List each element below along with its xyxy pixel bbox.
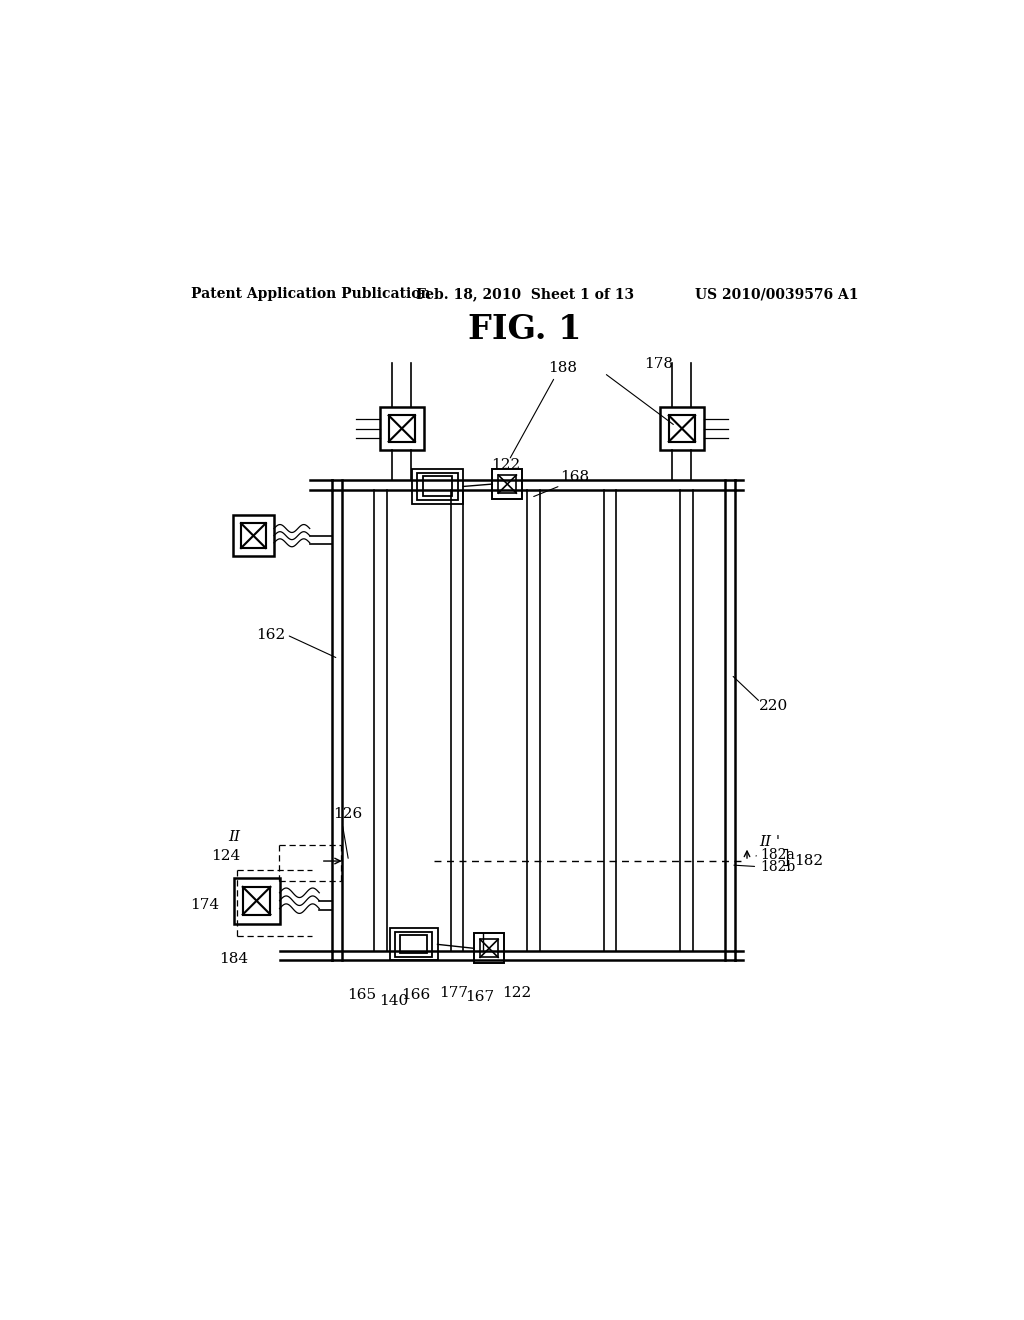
Bar	[480, 940, 498, 957]
Bar	[660, 407, 703, 450]
Text: 182a: 182a	[761, 847, 796, 862]
Text: 122: 122	[502, 986, 531, 999]
Text: 140: 140	[379, 994, 409, 1007]
Text: FIG. 1: FIG. 1	[468, 313, 582, 346]
Text: 178: 178	[644, 356, 673, 371]
Text: 182: 182	[795, 854, 823, 869]
Text: 184: 184	[219, 952, 249, 966]
Text: II ': II '	[759, 836, 780, 849]
Text: 168: 168	[560, 470, 590, 484]
Text: 167: 167	[465, 990, 495, 1003]
Bar	[241, 523, 266, 548]
Bar	[389, 416, 415, 442]
Text: Patent Application Publication: Patent Application Publication	[191, 288, 431, 301]
Bar	[400, 936, 427, 953]
Text: 174: 174	[190, 898, 219, 912]
Text: 182b: 182b	[761, 859, 796, 874]
Bar	[380, 407, 424, 450]
Text: 220: 220	[759, 700, 788, 713]
Bar	[233, 878, 280, 924]
Bar	[493, 469, 522, 499]
Bar	[499, 475, 516, 494]
Bar	[232, 515, 274, 556]
Bar	[474, 933, 504, 964]
Bar	[395, 932, 432, 957]
Text: 166: 166	[400, 987, 430, 1002]
Text: Feb. 18, 2010  Sheet 1 of 13: Feb. 18, 2010 Sheet 1 of 13	[416, 288, 634, 301]
Bar	[418, 473, 458, 500]
Bar	[243, 887, 270, 915]
Text: II: II	[228, 830, 241, 845]
Text: 162: 162	[256, 628, 285, 642]
Bar	[412, 469, 463, 504]
Text: 124: 124	[211, 849, 241, 863]
Bar	[390, 928, 437, 960]
Text: 177: 177	[439, 986, 468, 999]
Text: 126: 126	[334, 808, 362, 821]
Text: 188: 188	[549, 360, 578, 375]
Text: 122: 122	[492, 458, 521, 473]
Text: US 2010/0039576 A1: US 2010/0039576 A1	[694, 288, 858, 301]
Bar	[669, 416, 695, 442]
Text: 165: 165	[347, 987, 377, 1002]
Bar	[423, 477, 452, 496]
